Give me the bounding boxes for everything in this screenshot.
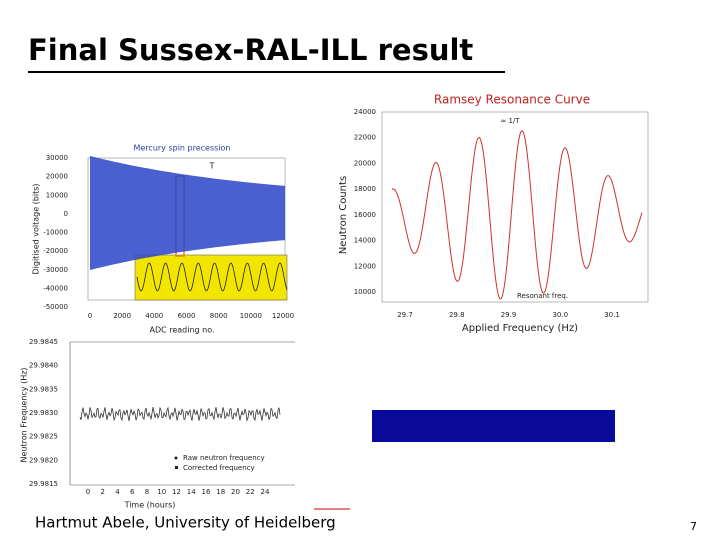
y-tick-label: 30000 [46,154,68,162]
x-tick-label: 2000 [113,312,131,320]
y-tick-label: -30000 [43,266,68,274]
x-tick-label: 0 [88,312,92,320]
y-tick-label: 10000 [46,191,68,199]
mercury-figure: Mercury spin precession Digitised voltag… [32,144,295,335]
y-tick-label: 29.9845 [29,338,58,346]
x-tick-label: 29.7 [397,311,413,319]
x-tick-label: 6000 [178,312,196,320]
figure-title: Ramsey Resonance Curve [434,93,590,107]
resonance-curve [391,130,643,300]
y-axis-label: Neutron Counts [338,176,349,254]
y-tick-label: 14000 [354,237,376,245]
y-tick-label: 16000 [354,211,376,219]
y-tick-label: 0 [64,210,68,218]
x-tick-label: 10 [157,488,166,496]
x-tick-label: 0 [86,488,90,496]
frequency-trace [79,406,281,422]
inset-wave [136,262,288,292]
x-tick-label: 30.1 [604,311,620,319]
x-tick-label: 22 [246,488,255,496]
x-tick-label: 6 [130,488,135,496]
drift-figure: Neutron Frequency (Hz) Time (hours) Raw … [20,338,295,510]
annotation: Resonant freq. [517,292,568,300]
x-tick-label: 4 [115,488,120,496]
x-tick-label: 2 [101,488,105,496]
y-tick-label: 29.9815 [29,480,58,488]
x-tick-label: 4000 [145,312,163,320]
x-tick-label: 29.8 [449,311,465,319]
y-tick-label: 29.9830 [29,409,58,417]
x-tick-label: 12 [172,488,181,496]
y-axis-label: Digitised voltage (bits) [32,183,41,274]
y-tick-label: -50000 [43,303,68,311]
annotation: ≈ 1/T [500,117,520,125]
x-tick-label: 8 [145,488,149,496]
y-tick-label: 29.9840 [29,362,58,370]
y-tick-label: -20000 [43,247,68,255]
slide-title: Final Sussex-RAL-ILL result [28,33,473,67]
x-tick-label: 12000 [272,312,294,320]
annotation: T [209,162,215,171]
ramsey-figure: Ramsey Resonance Curve Neutron Counts Ap… [338,93,649,334]
x-axis-label: ADC reading no. [149,326,214,335]
x-tick-label: 14 [187,488,196,496]
y-tick-label: 22000 [354,134,376,142]
plot-frame [381,111,649,303]
legend-marker [174,456,178,460]
y-tick-label: -40000 [43,284,68,292]
x-tick-label: 8000 [210,312,228,320]
y-tick-label: 29.9825 [29,433,58,441]
y-tick-label: 18000 [354,185,376,193]
x-tick-label: 24 [261,488,270,496]
x-tick-label: 16 [202,488,211,496]
y-axis-label: Neutron Frequency (Hz) [20,367,29,462]
y-tick-label: 29.9820 [29,456,58,464]
y-tick-label: 12000 [354,262,376,270]
x-tick-label: 30.0 [552,311,568,319]
figure-title: Mercury spin precession [133,144,230,153]
precession-envelope [90,156,285,270]
page-number: 7 [690,520,697,533]
x-axis-label: Applied Frequency (Hz) [462,323,578,334]
x-tick-label: 20 [231,488,240,496]
y-tick-label: -10000 [43,229,68,237]
y-tick-label: 20000 [46,173,68,181]
y-tick-label: 29.9835 [29,385,58,393]
y-tick-label: 24000 [354,108,376,116]
x-axis-label: Time (hours) [124,501,176,510]
footer-author: Hartmut Abele, University of Heidelberg [35,514,336,532]
x-tick-label: 10000 [240,312,262,320]
y-tick-label: 10000 [354,288,376,296]
y-tick-label: 20000 [354,159,376,167]
x-tick-label: 29.9 [501,311,517,319]
blue-box [372,410,615,442]
legend-label: Corrected frequency [183,464,255,472]
x-tick-label: 18 [216,488,225,496]
legend-marker [175,466,178,469]
inset-box [134,254,288,301]
legend-label: Raw neutron frequency [183,454,265,462]
